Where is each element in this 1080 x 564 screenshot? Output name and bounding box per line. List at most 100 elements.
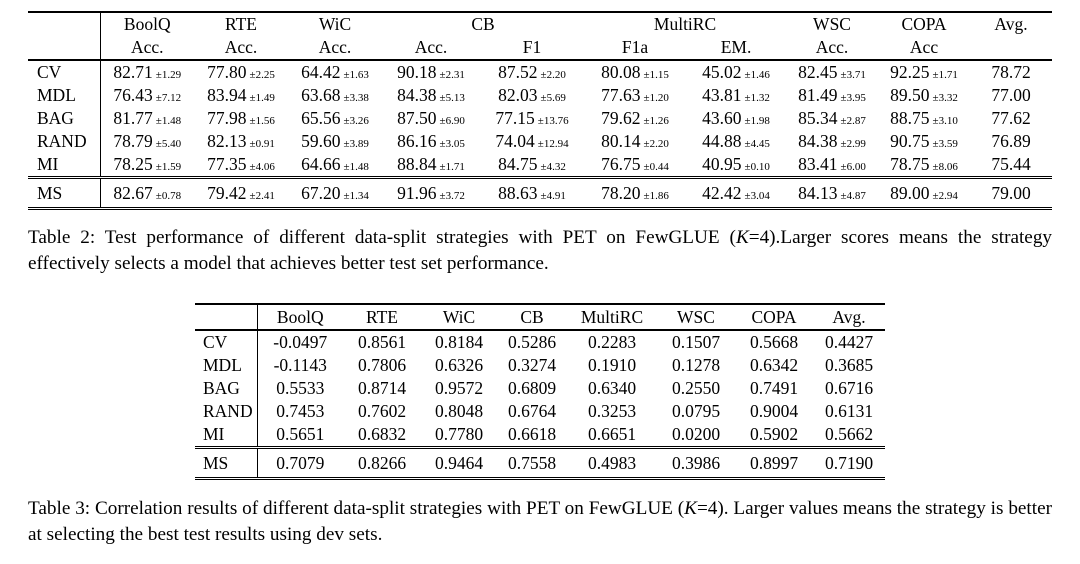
cell: 42.42 ±3.04 [686, 176, 787, 210]
stderr: ±1.20 [643, 92, 669, 104]
cell: 0.5651 [276, 424, 325, 444]
cell: 88.84 ±1.71 [382, 153, 480, 178]
cell: 0.6809 [507, 378, 557, 398]
cell: 0.1507 [671, 332, 721, 352]
header-spacer [28, 11, 101, 36]
value: 43.81 [702, 85, 742, 105]
cell: 89.50 ±3.32 [878, 84, 970, 107]
stderr: ±3.10 [932, 115, 958, 127]
metric-cb-f1: F1 [480, 36, 585, 61]
table2-row-ms: MS 82.67 ±0.78 79.42 ±2.41 67.20 ±1.34 91.9… [28, 176, 1053, 210]
cell: 0.0795 [671, 401, 721, 421]
table3-row-mdl: MDL -0.1143 0.7806 0.6326 0.3274 0.1910 … [195, 354, 885, 377]
value: 78.79 [113, 131, 153, 151]
cell: 0.8714 [357, 378, 407, 398]
stderr: ±1.71 [439, 161, 465, 173]
value: 83.94 [207, 85, 247, 105]
value: 76.43 [113, 85, 153, 105]
stderr: ±2.20 [643, 138, 669, 150]
stderr: ±1.49 [249, 92, 275, 104]
value: 89.00 [890, 182, 930, 203]
cell-avg: 78.72 [991, 62, 1031, 82]
stderr: ±1.98 [744, 115, 770, 127]
metric-cb-acc: Acc. [382, 36, 480, 61]
cell: 0.4427 [824, 332, 874, 352]
stderr: ±4.45 [744, 138, 770, 150]
cell: 81.49 ±3.95 [786, 84, 878, 107]
cell: 0.2550 [671, 378, 721, 398]
cell: 0.8997 [735, 446, 813, 480]
value: 79.62 [601, 108, 641, 128]
col-cb: CB [497, 303, 567, 331]
cell: 0.7453 [276, 401, 325, 421]
value: 82.67 [113, 182, 153, 203]
stderr: ±2.99 [840, 138, 866, 150]
cell: 77.80 ±2.25 [194, 60, 288, 84]
metric-copa-acc: Acc [878, 36, 971, 61]
value: 86.16 [397, 131, 437, 151]
cell: 0.7491 [749, 378, 799, 398]
stderr: ±1.86 [643, 189, 669, 202]
value: 78.75 [890, 154, 930, 174]
value: 80.08 [601, 62, 641, 82]
col-copa: COPA [878, 11, 971, 36]
metric-boolq-acc: Acc. [100, 36, 194, 61]
stderr: ±3.05 [439, 138, 465, 150]
value: 67.20 [301, 182, 341, 203]
value: 82.03 [498, 85, 538, 105]
value: 77.63 [601, 85, 641, 105]
stderr: ±1.71 [932, 69, 958, 81]
cell: 0.6326 [434, 355, 484, 375]
metric-rte-acc: Acc. [194, 36, 288, 61]
row-label: RAND [28, 130, 101, 153]
cell: 78.25 ±1.59 [100, 153, 194, 178]
cell: 0.6340 [587, 378, 637, 398]
stderr: ±7.12 [155, 92, 182, 104]
row-label: MDL [195, 354, 258, 377]
cell: 0.1910 [587, 355, 637, 375]
stderr: ±1.46 [744, 69, 770, 81]
cell-avg: 79.00 [970, 176, 1053, 210]
stderr: ±3.95 [840, 92, 866, 104]
value: 74.04 [495, 131, 535, 151]
stderr: ±1.63 [343, 69, 369, 81]
table3-row-bag: BAG 0.5533 0.8714 0.9572 0.6809 0.6340 0… [195, 377, 885, 400]
row-label: MS [28, 176, 101, 210]
value: 82.71 [113, 62, 153, 82]
stderr: ±2.87 [840, 115, 866, 127]
col-wsc: WSC [786, 11, 879, 36]
cell: 0.8561 [357, 332, 407, 352]
caption-text: =4). Larger values means the strategy is… [28, 498, 1052, 545]
cell: 0.3274 [507, 355, 557, 375]
stderr: ±1.29 [155, 69, 182, 81]
table2-results: BoolQ RTE WiC CB MultiRC WSC COPA Avg. A… [28, 11, 1053, 210]
cell: 82.03 ±5.69 [480, 84, 584, 107]
cell: 0.5668 [749, 332, 799, 352]
cell: 80.08 ±1.15 [584, 60, 686, 84]
cell: 88.75 ±3.10 [878, 107, 970, 130]
cell: 77.15 ±13.76 [480, 107, 584, 130]
caption-text: =4).Larger scores means the strategy eff… [28, 227, 1053, 274]
metric-multirc-em: EM. [686, 36, 787, 61]
cell: 0.9464 [421, 446, 497, 480]
cell: 83.41 ±6.00 [786, 153, 878, 178]
cell: 0.7079 [257, 446, 343, 480]
cell: 45.02 ±1.46 [686, 60, 786, 84]
col-avg: Avg. [813, 303, 885, 331]
value: 88.75 [890, 108, 930, 128]
cell: 87.52 ±2.20 [480, 60, 584, 84]
stderr: ±5.13 [439, 92, 465, 104]
value: 81.77 [113, 108, 153, 128]
header-spacer [970, 36, 1053, 61]
col-rte: RTE [343, 303, 421, 331]
cell: 0.7806 [357, 355, 407, 375]
stderr: ±1.32 [744, 92, 770, 104]
value: 64.66 [301, 154, 341, 174]
cell: 90.18 ±2.31 [382, 60, 480, 84]
cell: 0.0200 [671, 424, 721, 444]
value: 45.02 [702, 62, 742, 82]
table3-caption: Table 3: Correlation results of differen… [28, 496, 1052, 548]
cell: 90.75 ±3.59 [878, 130, 970, 153]
stderr: ±2.41 [249, 189, 275, 202]
cell-avg: 76.89 [991, 131, 1031, 151]
